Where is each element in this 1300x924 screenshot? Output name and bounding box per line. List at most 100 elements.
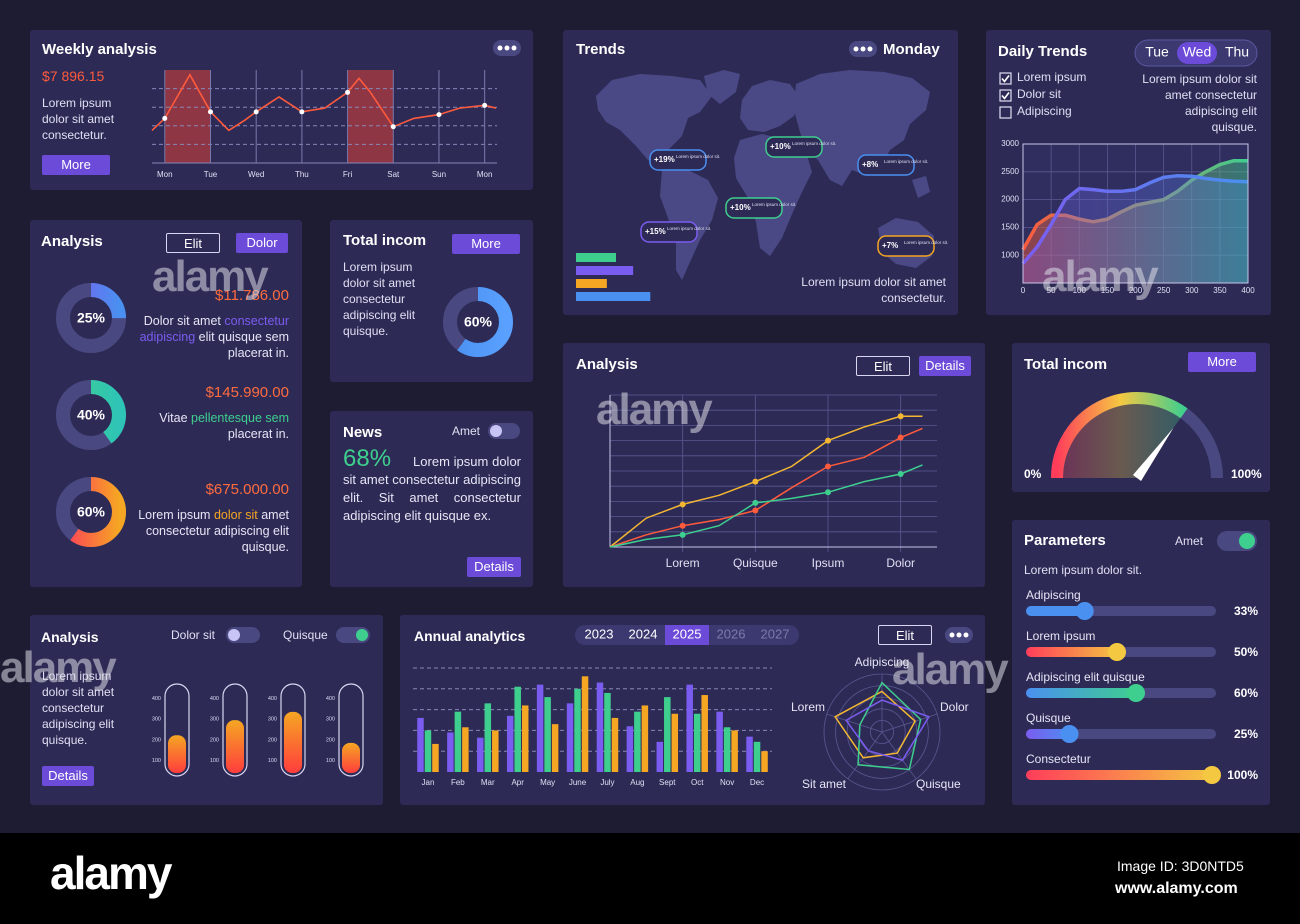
- continent: [740, 80, 800, 132]
- panel-params: [1012, 520, 1270, 805]
- line: [1021, 173, 1249, 265]
- continent: [912, 176, 930, 198]
- button[interactable]: More: [42, 155, 110, 175]
- bar: [641, 705, 649, 772]
- checkmark: [1001, 92, 1010, 100]
- panel-title: News: [343, 424, 383, 441]
- x-tick-label: Quisque: [733, 556, 778, 570]
- bar: [753, 741, 761, 772]
- image-id: Image ID: 3D0NTD5: [1117, 858, 1244, 874]
- tab[interactable]: Thu: [1225, 44, 1249, 60]
- news-text: 68% Lorem ipsum dolor sit amet consectetu…: [343, 447, 521, 525]
- day-label: Monday: [883, 41, 940, 58]
- button[interactable]: Elit: [878, 625, 932, 645]
- x-tick-label: Aug: [630, 778, 644, 787]
- panel-title: Weekly analysis: [42, 41, 157, 58]
- button[interactable]: Details: [919, 356, 971, 376]
- slider-knob[interactable]: [1108, 643, 1126, 661]
- x-tick-label: May: [540, 778, 555, 787]
- x-tick-label: Sept: [659, 778, 676, 787]
- footer-bar: [0, 833, 1300, 924]
- point: [299, 109, 305, 115]
- gauge-arc: [1051, 392, 1188, 479]
- panel-title: Trends: [576, 41, 626, 58]
- radar-spoke: [847, 731, 883, 780]
- x-tick-label: 400: [1241, 286, 1255, 295]
- x-tick-label: 350: [1213, 286, 1227, 295]
- point: [679, 501, 686, 508]
- slider-knob[interactable]: [1127, 684, 1145, 702]
- more-dot: [853, 46, 859, 52]
- description: Lorem ipsum dolor sit amet consectetur.: [801, 275, 946, 305]
- x-tick-label: 0: [1021, 286, 1026, 295]
- amount: $145.990.00: [205, 384, 289, 401]
- y-tick-label: 2000: [1001, 195, 1019, 204]
- donut-arc: [56, 477, 126, 547]
- bar: [484, 703, 492, 772]
- bar: [596, 682, 604, 772]
- bar: [723, 727, 731, 772]
- x-tick-label: Apr: [511, 778, 524, 787]
- year-tab[interactable]: 2026: [717, 626, 746, 641]
- button[interactable]: Details: [42, 766, 94, 786]
- tube-fill: [342, 742, 360, 773]
- x-tick-label: Thu: [295, 170, 309, 179]
- year-tab[interactable]: 2024: [629, 626, 658, 641]
- description: Lorem ipsum dolor sit amet consectetur a…: [1142, 72, 1257, 134]
- x-tick-label: Feb: [451, 778, 465, 787]
- x-tick-label: Lorem: [666, 556, 700, 570]
- continent: [704, 70, 740, 104]
- footer-logo: alamy: [50, 847, 172, 899]
- tag-box: [877, 235, 935, 257]
- x-tick-label: 300: [1185, 286, 1199, 295]
- slider-knob[interactable]: [1060, 725, 1079, 743]
- x-tick-label: Sat: [387, 170, 400, 179]
- bar: [611, 717, 619, 772]
- bar: [576, 253, 616, 262]
- bar: [574, 688, 581, 772]
- bar: [671, 713, 679, 772]
- bar: [477, 737, 484, 772]
- x-tick-label: Ipsum: [812, 556, 845, 570]
- button[interactable]: Elit: [856, 356, 910, 376]
- more-dot: [867, 46, 873, 52]
- slider-knob[interactable]: [1203, 766, 1221, 784]
- text-segment: dolor sit: [213, 508, 258, 522]
- checkbox[interactable]: [999, 72, 1012, 85]
- text-segment: Dolor sit amet: [143, 314, 221, 328]
- point: [752, 507, 759, 514]
- description: Lorem ipsum dolor sit amet consectetur.: [42, 96, 115, 142]
- bar: [447, 732, 454, 772]
- point: [345, 89, 351, 95]
- amount: $675.000.00: [205, 481, 289, 498]
- button[interactable]: Elit: [166, 233, 220, 253]
- x-tick-label: Fri: [343, 170, 353, 179]
- year-tab[interactable]: 2023: [585, 626, 614, 641]
- slider-knob[interactable]: [1075, 602, 1094, 620]
- panel-title: Analysis: [41, 233, 103, 250]
- tab[interactable]: Wed: [1183, 44, 1212, 60]
- x-tick-label: Wed: [248, 170, 264, 179]
- checkbox[interactable]: [999, 106, 1012, 119]
- y-tick-label: 300: [326, 717, 335, 723]
- y-tick-label: 300: [152, 717, 161, 723]
- tab[interactable]: Tue: [1145, 44, 1169, 60]
- point: [390, 124, 396, 130]
- gauge-max: 100%: [1231, 467, 1262, 481]
- tag-value: +7%: [882, 241, 898, 250]
- button[interactable]: Dolor: [236, 233, 288, 253]
- button[interactable]: Details: [467, 557, 521, 577]
- year-tab[interactable]: 2025: [673, 626, 702, 641]
- point: [679, 522, 686, 529]
- point: [825, 437, 831, 444]
- year-tab[interactable]: 2027: [761, 626, 790, 641]
- slider-label: Adipiscing elit quisque: [1026, 670, 1145, 684]
- x-tick-label: Sun: [432, 170, 446, 179]
- button[interactable]: More: [1188, 352, 1256, 372]
- toggle-label: Amet: [1175, 534, 1204, 548]
- donut-arc: [443, 287, 513, 357]
- button[interactable]: More: [452, 234, 520, 254]
- tag-text: Lorem ipsum dolor sit.: [667, 226, 711, 231]
- checkbox[interactable]: [999, 89, 1012, 102]
